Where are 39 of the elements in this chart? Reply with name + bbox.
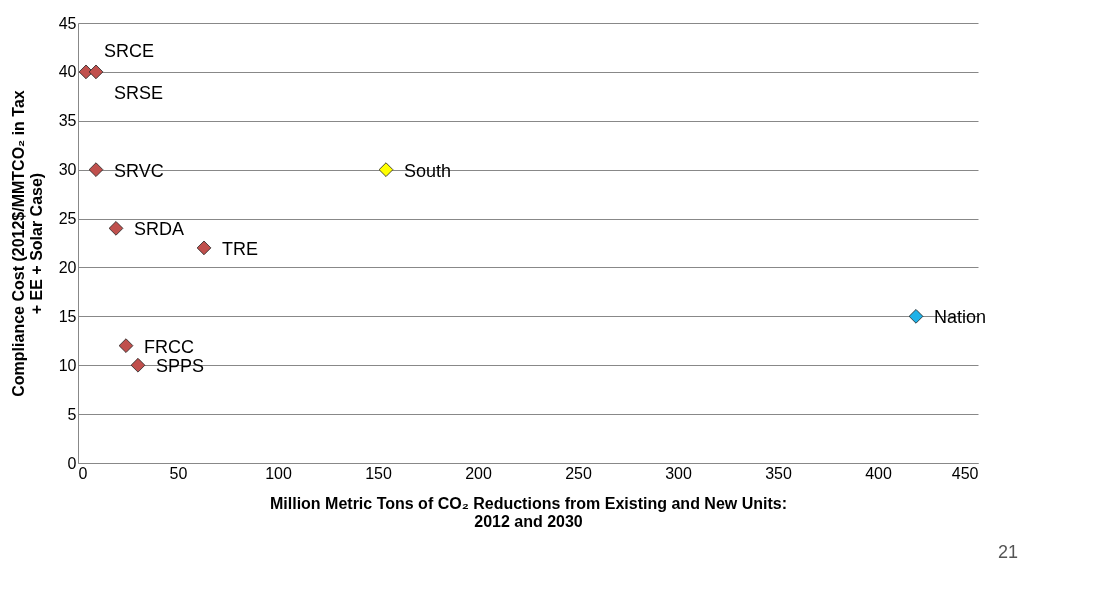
x-tick-label: 100 [265, 464, 292, 482]
series-label: SRCE [104, 40, 155, 61]
text: 21 [997, 542, 1018, 562]
point [108, 221, 124, 236]
x-tick-label: 50 [169, 464, 188, 482]
series-label: FRCC [144, 336, 194, 357]
series-label: South [404, 160, 452, 181]
point [378, 162, 394, 177]
series-label: TRE [222, 238, 258, 259]
point [196, 240, 212, 256]
y-tick-label: 35 [58, 112, 77, 130]
x-tick-label: 200 [465, 464, 492, 482]
x-tick-label: 400 [865, 464, 892, 482]
y-axis-title: Compliance Cost (2012$/MMTCO₂ in Tax + EE + Solar Case) [9, 90, 45, 397]
point [118, 338, 134, 353]
y-tick-label: 45 [58, 14, 77, 32]
series-label: SRVC [114, 160, 164, 181]
series-label: SRDA [134, 219, 185, 240]
y-tick-label: 10 [58, 356, 77, 374]
point [88, 162, 104, 177]
series-label: SPPS [156, 356, 205, 377]
series-label: SRSE [114, 82, 164, 103]
point [130, 357, 146, 373]
y-tick-label: 30 [58, 161, 77, 179]
x-tick-label: 250 [565, 464, 592, 482]
x-tick-label: 350 [765, 464, 792, 482]
y-tick-label: 15 [58, 307, 77, 325]
point [88, 64, 104, 80]
y-tick-label: 40 [58, 63, 77, 81]
point [908, 309, 924, 324]
y-tick-label: 5 [67, 405, 77, 423]
y-tick-label: 20 [58, 258, 77, 276]
series-label: Nation [934, 307, 987, 328]
x-tick-label: 300 [665, 464, 692, 482]
y-tick-label: 25 [58, 210, 77, 228]
x-tick-label: 0 [78, 464, 88, 482]
x-tick-label: 150 [365, 464, 392, 482]
x-tick-label: 450 [951, 464, 979, 482]
x-axis-title: Million Metric Tons of CO₂ Reductions from Existing and New Units: 2012 and 2030 [269, 494, 788, 530]
